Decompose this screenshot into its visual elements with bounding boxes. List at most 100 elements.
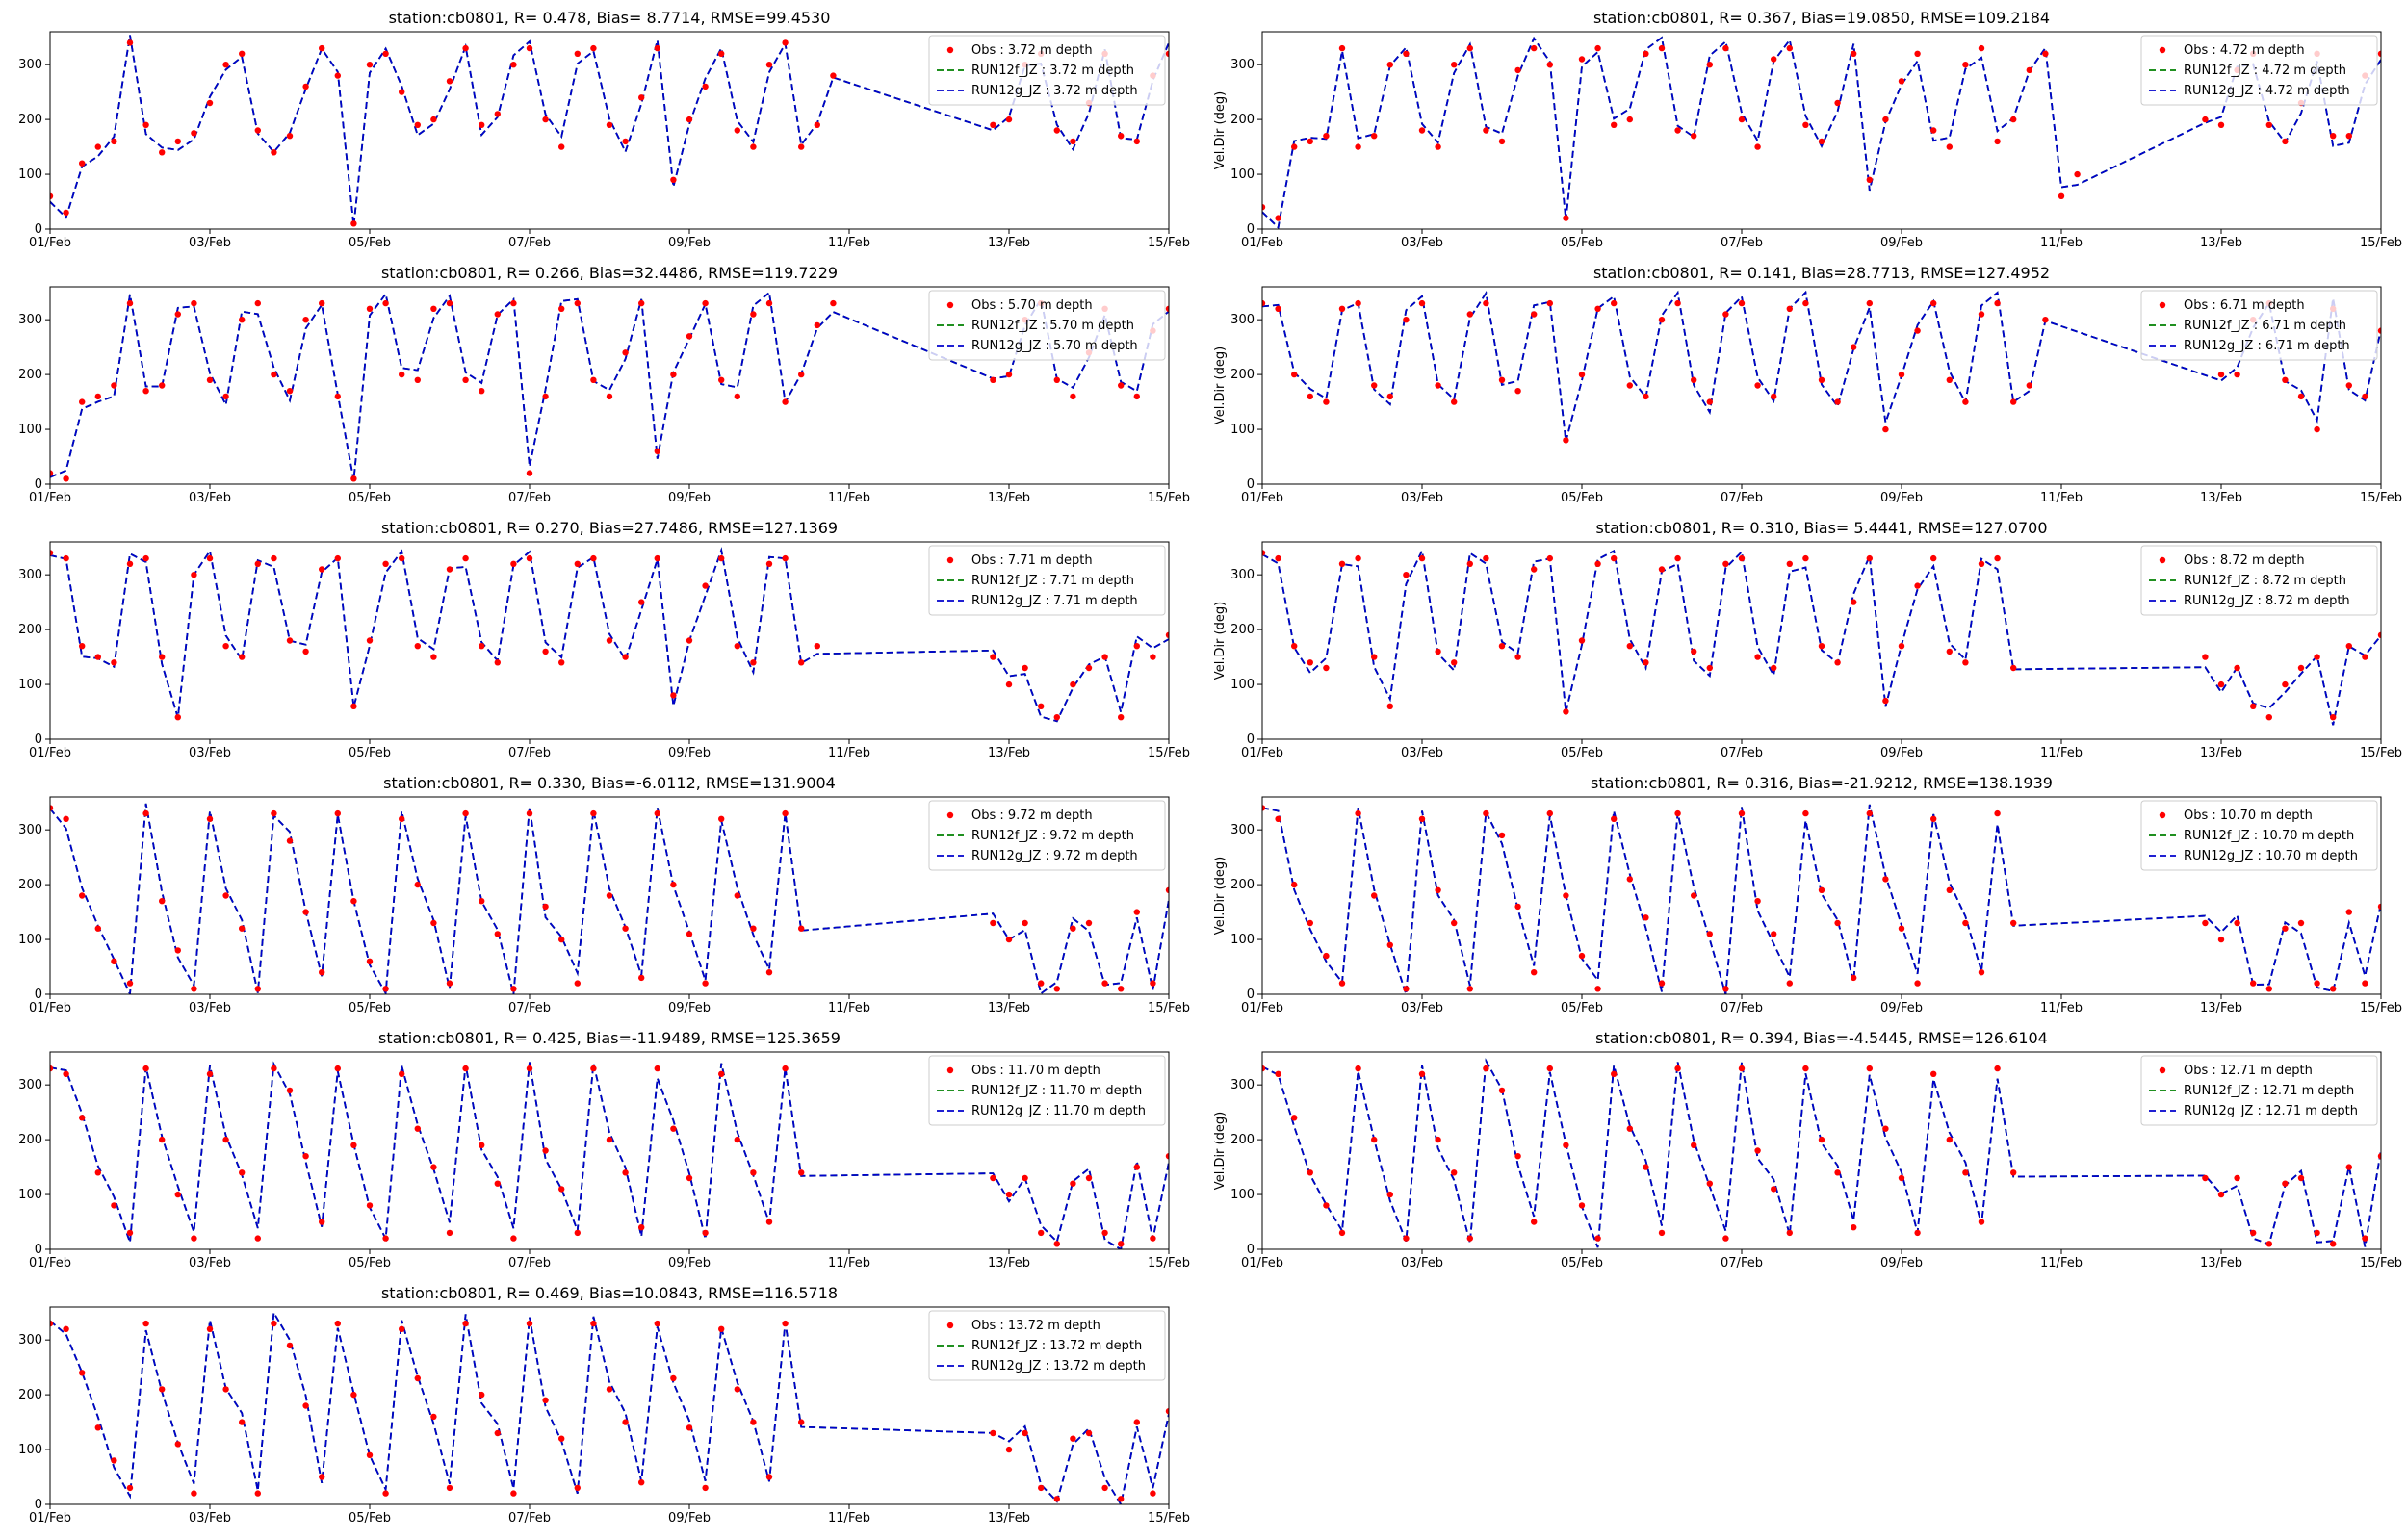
legend-label: Obs : 7.71 m depth	[971, 553, 1093, 568]
y-tick-label: 200	[18, 878, 42, 892]
obs-point	[1403, 1235, 1410, 1242]
obs-point	[1546, 809, 1554, 817]
run12g-line	[1262, 804, 2381, 994]
x-tick-label: 05/Feb	[1561, 1001, 1603, 1015]
obs-point	[111, 138, 117, 145]
y-tick-label: 300	[1230, 823, 1255, 837]
obs-point	[366, 958, 374, 964]
obs-point	[1483, 299, 1489, 307]
obs-point	[1005, 1191, 1013, 1198]
legend-label: Obs : 5.70 m depth	[971, 298, 1093, 313]
obs-point	[1930, 554, 1937, 562]
obs-point	[2250, 1229, 2257, 1237]
obs-point	[1101, 1484, 1108, 1492]
obs-point	[2330, 133, 2337, 140]
obs-point	[1851, 50, 1857, 57]
legend-box	[2140, 800, 2378, 871]
obs-point	[510, 1490, 517, 1497]
obs-point	[2042, 317, 2049, 323]
obs-point	[414, 643, 421, 650]
obs-point	[558, 1435, 565, 1442]
x-tick-label: 09/Feb	[668, 236, 711, 250]
obs-point	[2282, 1180, 2289, 1187]
obs-point	[63, 209, 69, 217]
obs-point	[750, 659, 757, 666]
obs-point	[191, 572, 197, 578]
obs-point	[2345, 1164, 2352, 1170]
obs-point	[494, 659, 501, 666]
axes-frame	[49, 541, 1170, 740]
obs-point	[1674, 554, 1681, 562]
obs-point	[606, 121, 613, 128]
obs-point	[1882, 425, 1889, 433]
obs-point	[1962, 659, 1969, 666]
obs-point	[63, 475, 69, 482]
obs-point	[558, 305, 565, 312]
obs-point	[702, 980, 709, 987]
legend: Obs : 13.72 m depth RUN12f_JZ : 13.72 m d…	[928, 1310, 1166, 1381]
obs-point	[1070, 680, 1076, 688]
obs-point	[2074, 170, 2081, 178]
legend-marker-obs	[946, 46, 954, 54]
obs-point	[814, 121, 820, 128]
obs-point	[1053, 376, 1061, 383]
obs-point	[366, 61, 374, 68]
x-tick-label: 05/Feb	[349, 236, 391, 250]
legend-marker-obs	[2159, 301, 2166, 309]
obs-point	[1165, 1408, 1169, 1415]
x-tick-label: 07/Feb	[508, 1256, 551, 1270]
obs-point	[206, 1325, 214, 1333]
y-tick-label: 100	[18, 167, 42, 182]
obs-point	[174, 714, 181, 721]
x-tick-label: 11/Feb	[828, 1256, 870, 1270]
obs-point	[239, 1419, 246, 1425]
run12g-line	[50, 291, 1169, 480]
obs-point	[1978, 311, 1985, 318]
obs-point	[2234, 664, 2240, 672]
obs-point	[94, 393, 102, 400]
obs-point	[558, 936, 565, 943]
obs-point	[606, 1386, 613, 1393]
obs-point	[1946, 648, 1954, 655]
chart-panel-4: station:cb0801, R= 0.141, Bias=28.7713, …	[1213, 264, 2402, 505]
obs-point	[1403, 986, 1410, 992]
legend-label: Obs : 4.72 m depth	[2184, 43, 2305, 58]
legend-box	[928, 1310, 1166, 1381]
legend-label: RUN12g_JZ : 3.72 m depth	[971, 84, 1138, 98]
y-tick-label: 300	[1230, 568, 1255, 582]
obs-point	[1994, 554, 2001, 562]
obs-point	[1802, 1065, 1809, 1072]
obs-point	[382, 1235, 389, 1242]
x-tick-label: 07/Feb	[508, 1511, 551, 1526]
y-tick-label: 100	[18, 1443, 42, 1457]
plot-area	[1262, 36, 2381, 229]
obs-point	[2250, 980, 2257, 987]
obs-point	[1435, 382, 1441, 389]
legend: Obs : 9.72 m depth RUN12f_JZ : 9.72 m dep…	[928, 800, 1166, 871]
axes-frame	[1261, 1051, 2382, 1250]
obs-point	[1611, 815, 1618, 822]
obs-point	[590, 809, 597, 817]
obs-point	[399, 554, 405, 562]
obs-point	[302, 909, 309, 915]
obs-point	[2234, 371, 2240, 378]
obs-point	[830, 72, 837, 79]
obs-point	[2377, 1153, 2381, 1160]
obs-point	[1962, 398, 1969, 405]
obs-point	[1022, 919, 1028, 927]
obs-point	[574, 560, 581, 567]
obs-point	[271, 554, 277, 562]
obs-point	[50, 805, 54, 811]
y-tick-label: 200	[18, 623, 42, 637]
obs-point	[1355, 554, 1361, 562]
chart-title: station:cb0801, R= 0.425, Bias=-11.9489,…	[378, 1029, 841, 1047]
x-tick-label: 03/Feb	[1401, 746, 1443, 760]
obs-point	[622, 925, 629, 932]
obs-point	[430, 1413, 437, 1421]
y-tick-label: 300	[18, 58, 42, 72]
y-tick-label: 0	[35, 477, 42, 492]
obs-point	[1291, 143, 1298, 150]
obs-point	[1514, 66, 1521, 74]
obs-point	[1898, 78, 1905, 85]
obs-point	[1594, 986, 1601, 992]
